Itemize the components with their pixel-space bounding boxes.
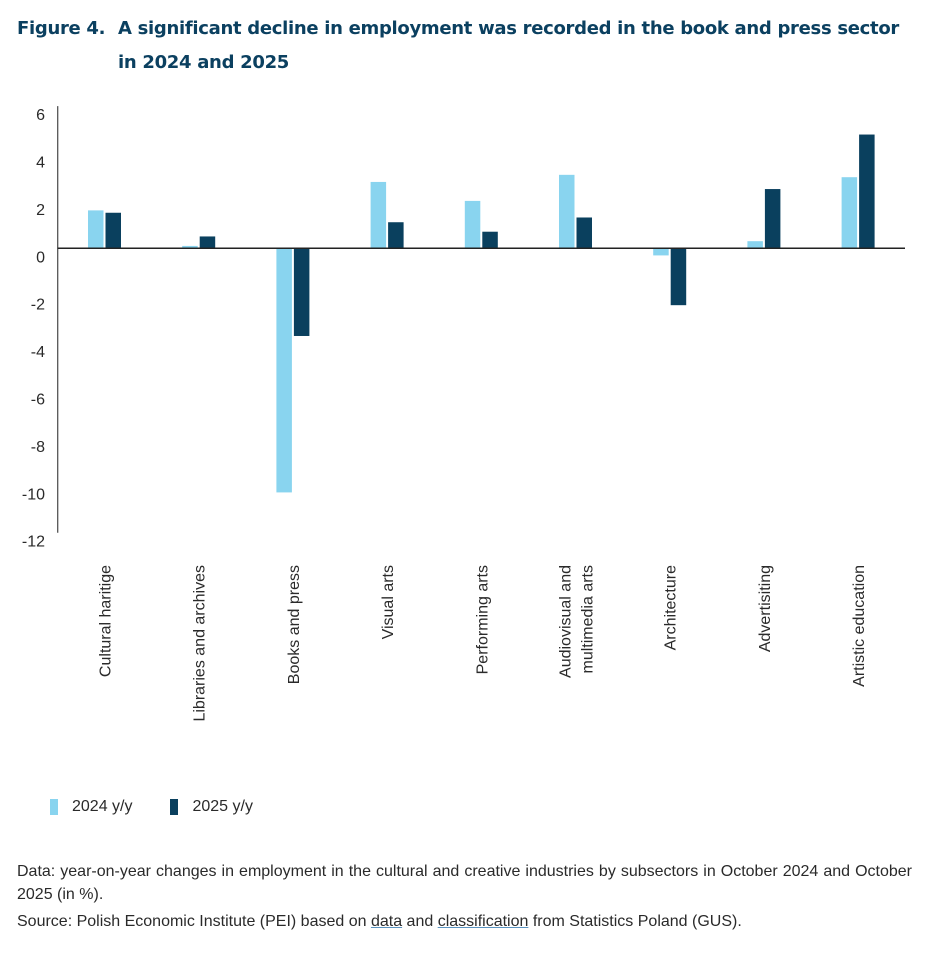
y-tick-label: -2 (31, 297, 45, 314)
x-category-label: multimedia arts (580, 565, 597, 673)
y-tick-label: -6 (31, 392, 45, 409)
y-tick-label: -8 (31, 439, 45, 456)
bar-2025 (482, 231, 498, 249)
classification-link[interactable]: classification (437, 913, 529, 930)
bar-chart: 6 4 2 0 -2 -4 -6 -8 -10 -12 Cultural haritige Libr… (22, 106, 905, 722)
bar-2024 (559, 174, 575, 249)
bar-2024 (841, 177, 858, 249)
source-suffix: from Statistics Poland (GUS). (528, 913, 742, 930)
x-category-label: Architecture (663, 565, 680, 650)
x-category-label: Performing arts (474, 565, 491, 674)
y-tick-label: -4 (31, 344, 45, 361)
source-note: Source: Polish Economic Institute (PEI) … (17, 910, 912, 933)
y-tick-label: 0 (36, 249, 45, 266)
legend-swatch-2024 (50, 799, 58, 815)
y-tick-label: 2 (36, 202, 45, 219)
x-category-label: Visual arts (380, 565, 397, 639)
bar-2025 (670, 248, 687, 306)
bar-2025 (199, 236, 216, 249)
x-axis-labels: Cultural haritige Libraries and archives B… (98, 565, 869, 722)
y-tick-label: -10 (22, 486, 45, 503)
bar-2025 (105, 212, 121, 249)
bar-2024 (747, 241, 763, 249)
figure-notes: Data: year-on-year changes in employment… (17, 860, 912, 937)
source-prefix: Source: Polish Economic Institute (PEI) … (17, 913, 371, 930)
data-note: Data: year-on-year changes in employment… (17, 863, 912, 903)
bar-2024 (464, 200, 481, 249)
legend-label-2025: 2025 y/y (192, 798, 253, 815)
y-tick-label: 6 (36, 107, 45, 124)
bar-2025 (764, 189, 781, 249)
x-category-label: Libraries and archives (192, 565, 209, 722)
bar-2024 (182, 245, 198, 249)
bar-2025 (859, 134, 875, 249)
x-category-label: Artistic education (851, 565, 868, 687)
y-axis: 6 4 2 0 -2 -4 -6 -8 -10 -12 (22, 106, 59, 551)
x-category-label: Books and press (286, 565, 303, 684)
x-category-label: Audiovisual and (558, 565, 575, 678)
figure-number: Figure 4. (17, 18, 106, 39)
data-link[interactable]: data (370, 913, 403, 930)
bar-2024 (88, 210, 104, 249)
legend-label-2024: 2024 y/y (72, 798, 133, 815)
y-tick-label: 4 (36, 155, 45, 172)
bar-2025 (388, 222, 404, 249)
legend-swatch-2025 (170, 799, 179, 815)
bar-2024 (653, 248, 669, 256)
x-category-label: Advertisiting (757, 565, 774, 652)
bars-group (88, 134, 875, 493)
legend: 2024 y/y 2025 y/y (50, 798, 291, 816)
legend-item-2024: 2024 y/y (50, 798, 132, 816)
bar-2025 (293, 248, 310, 336)
source-mid: and (402, 913, 438, 930)
figure-title-text: A significant decline in employment was … (118, 18, 899, 73)
bar-2024 (370, 181, 387, 249)
bar-2024 (276, 248, 292, 493)
y-tick-label: -12 (22, 534, 45, 551)
legend-item-2025: 2025 y/y (170, 798, 253, 816)
bar-2025 (576, 217, 592, 249)
x-category-label: Cultural haritige (98, 565, 115, 677)
